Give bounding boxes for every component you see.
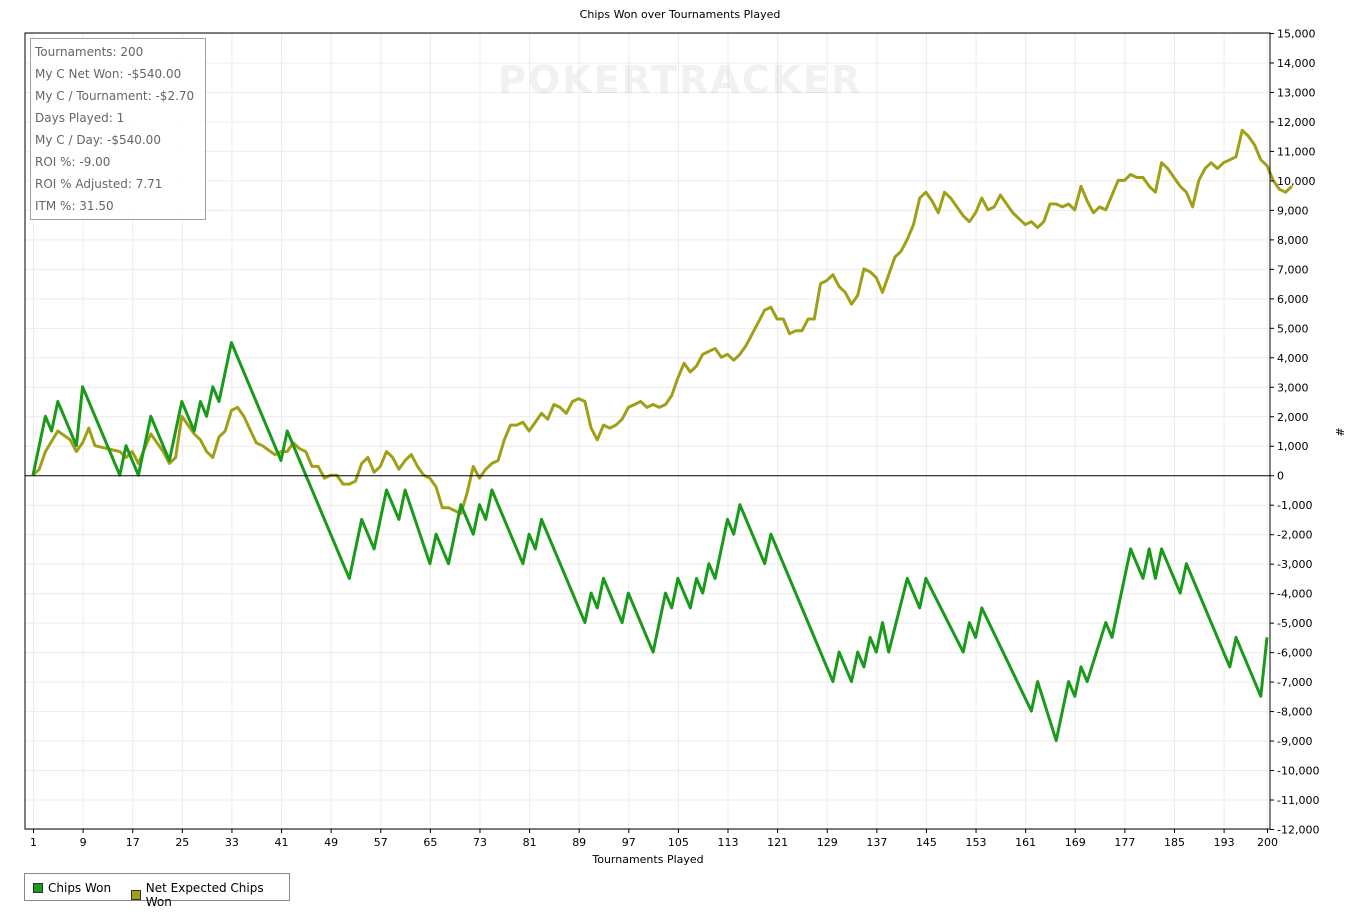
- x-tick-label: 49: [324, 836, 338, 849]
- y-tick-label: 10,000: [1277, 175, 1316, 188]
- y-tick-label: 4,000: [1277, 352, 1309, 365]
- legend-item-chips-won: Chips Won: [33, 881, 111, 895]
- legend: Chips Won Net Expected Chips Won: [24, 873, 290, 909]
- x-tick-label: 105: [668, 836, 689, 849]
- y-tick-label: 3,000: [1277, 381, 1309, 394]
- axes: 15,00014,00013,00012,00011,00010,0009,00…: [24, 28, 1319, 849]
- y-tick-label: -6,000: [1277, 647, 1312, 660]
- x-tick-label: 41: [275, 836, 289, 849]
- x-tick-label: 89: [572, 836, 586, 849]
- watermark-logo: POKERTRACKER: [498, 58, 863, 102]
- y-tick-label: 9,000: [1277, 204, 1309, 217]
- x-tick-label: 113: [718, 836, 739, 849]
- x-tick-label: 97: [622, 836, 636, 849]
- x-axis-label: Tournaments Played: [591, 853, 703, 866]
- plot-frame: [24, 32, 1271, 830]
- y-tick-label: 13,000: [1277, 86, 1316, 99]
- series-line-chips-won: [31, 341, 1269, 743]
- x-tick-label: 137: [866, 836, 887, 849]
- y-tick-label: -5,000: [1277, 617, 1312, 630]
- y-tick-label: -8,000: [1277, 706, 1312, 719]
- x-tick-label: 177: [1114, 836, 1135, 849]
- chart-title: Chips Won over Tournaments Played: [580, 8, 781, 21]
- x-tick-label: 25: [175, 836, 189, 849]
- stat-per-day: My C / Day: -$540.00: [35, 133, 161, 147]
- legend-label-chips-won: Chips Won: [48, 881, 112, 895]
- y-tick-label: -9,000: [1277, 735, 1312, 748]
- x-tick-label: 153: [966, 836, 987, 849]
- y-tick-label: -1,000: [1277, 499, 1312, 512]
- y-tick-label: 11,000: [1277, 145, 1316, 158]
- y-tick-label: 8,000: [1277, 234, 1309, 247]
- series-line-net-expected: [31, 128, 1293, 515]
- x-tick-label: 73: [473, 836, 487, 849]
- grid: [25, 33, 1270, 830]
- y-tick-label: 14,000: [1277, 57, 1316, 70]
- x-tick-label: 81: [523, 836, 537, 849]
- stat-roi-adjusted: ROI % Adjusted: 7.71: [35, 177, 163, 191]
- x-tick-label: 121: [767, 836, 788, 849]
- y-tick-label: 1,000: [1277, 440, 1309, 453]
- x-tick-label: 57: [374, 836, 388, 849]
- x-tick-label: 161: [1015, 836, 1036, 849]
- stat-roi: ROI %: -9.00: [35, 155, 111, 169]
- y-tick-label: 7,000: [1277, 263, 1309, 276]
- x-tick-label: 9: [80, 836, 87, 849]
- x-tick-label: 185: [1164, 836, 1185, 849]
- stat-tournaments: Tournaments: 200: [35, 45, 144, 59]
- stat-net-won: My C Net Won: -$540.00: [35, 67, 182, 81]
- y-tick-label: -10,000: [1277, 765, 1319, 778]
- x-tick-label: 33: [225, 836, 239, 849]
- y-tick-label: -11,000: [1277, 794, 1319, 807]
- y-axis-label: #: [1333, 427, 1346, 436]
- x-tick-label: 1: [30, 836, 37, 849]
- y-tick-label: -12,000: [1277, 824, 1319, 837]
- x-tick-label: 193: [1214, 836, 1235, 849]
- y-tick-label: 2,000: [1277, 411, 1309, 424]
- stats-box: Tournaments: 200 My C Net Won: -$540.00 …: [30, 38, 206, 220]
- y-tick-label: 0: [1277, 470, 1284, 483]
- x-tick-label: 129: [817, 836, 838, 849]
- y-tick-label: 5,000: [1277, 322, 1309, 335]
- x-tick-label: 65: [423, 836, 437, 849]
- y-tick-label: -3,000: [1277, 558, 1312, 571]
- legend-label-net-expected: Net Expected Chips Won: [145, 881, 264, 909]
- legend-swatch-net-expected: [131, 890, 141, 900]
- x-tick-label: 145: [916, 836, 937, 849]
- y-tick-label: 15,000: [1277, 28, 1316, 41]
- x-tick-label: 200: [1257, 836, 1278, 849]
- stat-per-tournament: My C / Tournament: -$2.70: [35, 89, 195, 103]
- stat-itm: ITM %: 31.50: [35, 199, 114, 213]
- legend-item-net-expected: Net Expected Chips Won: [131, 881, 289, 909]
- y-tick-label: -2,000: [1277, 529, 1312, 542]
- legend-swatch-chips-won: [33, 883, 43, 893]
- x-tick-label: 169: [1065, 836, 1086, 849]
- y-tick-label: -7,000: [1277, 676, 1312, 689]
- y-tick-label: 6,000: [1277, 293, 1309, 306]
- y-tick-label: 12,000: [1277, 116, 1316, 129]
- series-layer: [31, 128, 1293, 743]
- x-tick-label: 17: [126, 836, 140, 849]
- y-tick-label: -4,000: [1277, 588, 1312, 601]
- stat-days-played: Days Played: 1: [35, 111, 125, 125]
